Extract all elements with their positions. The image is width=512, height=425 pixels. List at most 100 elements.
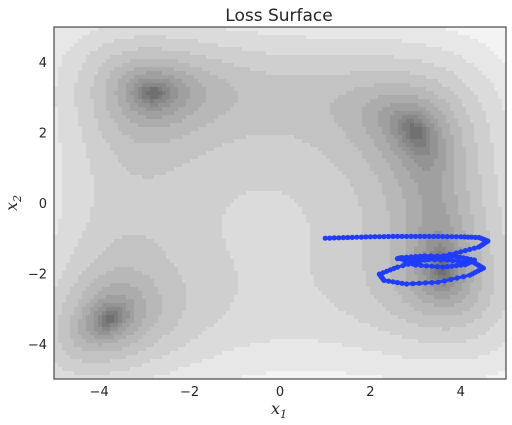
- contour-cell: [118, 43, 123, 48]
- contour-cell: [122, 359, 127, 364]
- contour-cell: [130, 187, 135, 192]
- contour-cell: [226, 99, 231, 104]
- contour-cell: [266, 367, 271, 372]
- contour-cell: [182, 91, 187, 96]
- contour-cell: [150, 111, 155, 116]
- contour-cell: [90, 367, 95, 372]
- contour-cell: [162, 163, 167, 168]
- contour-cell: [266, 59, 271, 64]
- contour-cell: [206, 227, 211, 232]
- contour-cell: [98, 147, 103, 152]
- contour-cell: [54, 351, 59, 356]
- contour-cell: [158, 51, 163, 56]
- contour-cell: [86, 27, 91, 32]
- contour-cell: [226, 207, 231, 212]
- contour-cell: [202, 179, 207, 184]
- contour-cell: [242, 163, 247, 168]
- contour-cell: [194, 171, 199, 176]
- contour-cell: [266, 139, 271, 144]
- contour-cell: [246, 99, 251, 104]
- contour-cell: [194, 355, 199, 360]
- contour-cell: [70, 79, 75, 84]
- contour-cell: [102, 259, 107, 264]
- contour-cell: [278, 91, 283, 96]
- contour-cell: [138, 291, 143, 296]
- contour-cell: [54, 359, 59, 364]
- contour-cell: [206, 31, 211, 36]
- contour-cell: [194, 231, 199, 236]
- contour-cell: [146, 111, 151, 116]
- contour-cell: [254, 307, 259, 312]
- contour-cell: [66, 75, 71, 80]
- contour-cell: [106, 115, 111, 120]
- contour-cell: [194, 251, 199, 256]
- contour-cell: [102, 175, 107, 180]
- contour-cell: [242, 251, 247, 256]
- contour-cell: [58, 87, 63, 92]
- contour-cell: [254, 35, 259, 40]
- contour-cell: [106, 47, 111, 52]
- contour-cell: [94, 351, 99, 356]
- contour-cell: [206, 199, 211, 204]
- contour-cell: [126, 47, 131, 52]
- contour-cell: [246, 195, 251, 200]
- contour-cell: [94, 335, 99, 340]
- contour-cell: [214, 215, 219, 220]
- contour-cell: [162, 179, 167, 184]
- contour-cell: [202, 43, 207, 48]
- contour-cell: [174, 143, 179, 148]
- contour-cell: [258, 187, 263, 192]
- contour-cell: [214, 327, 219, 332]
- contour-cell: [242, 211, 247, 216]
- contour-cell: [210, 59, 215, 64]
- contour-cell: [150, 295, 155, 300]
- contour-cell: [178, 67, 183, 72]
- contour-cell: [278, 243, 283, 248]
- contour-cell: [82, 75, 87, 80]
- contour-cell: [170, 35, 175, 40]
- contour-cell: [86, 299, 91, 304]
- contour-cell: [274, 287, 279, 292]
- contour-cell: [90, 43, 95, 48]
- contour-cell: [246, 267, 251, 272]
- contour-cell: [190, 227, 195, 232]
- contour-cell: [130, 363, 135, 368]
- contour-cell: [206, 163, 211, 168]
- contour-cell: [198, 179, 203, 184]
- contour-cell: [110, 175, 115, 180]
- contour-cell: [98, 287, 103, 292]
- contour-cell: [54, 299, 59, 304]
- contour-cell: [238, 359, 243, 364]
- contour-cell: [190, 239, 195, 244]
- contour-cell: [190, 147, 195, 152]
- contour-cell: [110, 119, 115, 124]
- contour-cell: [234, 371, 239, 376]
- contour-cell: [262, 215, 267, 220]
- contour-cell: [242, 215, 247, 220]
- contour-cell: [150, 171, 155, 176]
- contour-cell: [262, 95, 267, 100]
- contour-cell: [210, 371, 215, 376]
- contour-cell: [162, 195, 167, 200]
- contour-cell: [110, 319, 115, 324]
- contour-cell: [266, 331, 271, 336]
- contour-cell: [154, 163, 159, 168]
- contour-cell: [98, 163, 103, 168]
- contour-cell: [254, 51, 259, 56]
- contour-cell: [270, 251, 275, 256]
- contour-cell: [266, 27, 271, 32]
- contour-cell: [210, 87, 215, 92]
- contour-cell: [246, 203, 251, 208]
- contour-cell: [78, 219, 83, 224]
- contour-cell: [90, 319, 95, 324]
- contour-cell: [70, 215, 75, 220]
- contour-cell: [98, 243, 103, 248]
- contour-cell: [134, 287, 139, 292]
- contour-cell: [194, 59, 199, 64]
- contour-cell: [178, 63, 183, 68]
- contour-cell: [62, 47, 67, 52]
- contour-cell: [162, 343, 167, 348]
- contour-cell: [266, 87, 271, 92]
- contour-cell: [198, 31, 203, 36]
- contour-cell: [106, 111, 111, 116]
